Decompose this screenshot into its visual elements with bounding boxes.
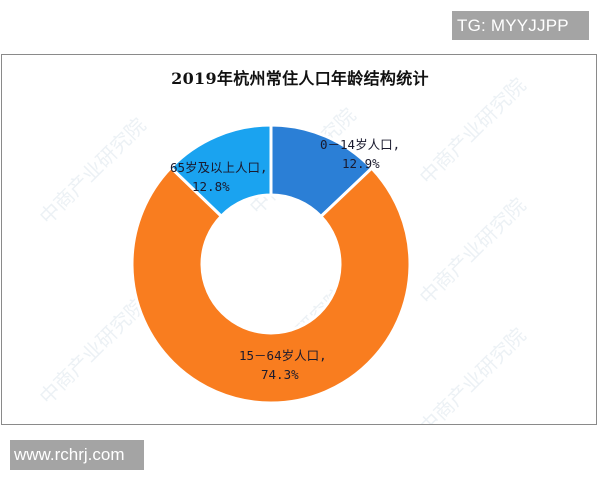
segment-label: 65岁及以上人口, bbox=[170, 160, 268, 175]
chart-title: 2019年杭州常住人口年龄结构统计 bbox=[171, 69, 429, 88]
segment-label: 0－14岁人口, bbox=[320, 137, 400, 152]
donut-labels: 0－14岁人口, 12.9% 15－64岁人口, 74.3% 65岁及以上人口, 12.8… bbox=[170, 137, 400, 382]
segment-label: 12.8% bbox=[192, 179, 230, 194]
chart-frame: 中商产业研究院 中商产业研究院 中商产业研究院 中商产业研究院 中商产业研究院 … bbox=[1, 54, 597, 425]
segment-label: 74.3% bbox=[261, 367, 299, 382]
donut-segments bbox=[130, 123, 412, 405]
segment-label: 15－64岁人口, bbox=[239, 348, 327, 363]
donut-segment-2 bbox=[168, 123, 273, 219]
tg-watermark-badge: TG: MYYJJPP bbox=[452, 11, 589, 40]
donut-segment-1 bbox=[130, 165, 412, 405]
donut-chart: 0－14岁人口, 12.9% 15－64岁人口, 74.3% 65岁及以上人口, 12.8… bbox=[130, 123, 412, 405]
segment-label: 12.9% bbox=[342, 156, 380, 171]
site-url-badge: www.rchrj.com bbox=[10, 440, 144, 470]
